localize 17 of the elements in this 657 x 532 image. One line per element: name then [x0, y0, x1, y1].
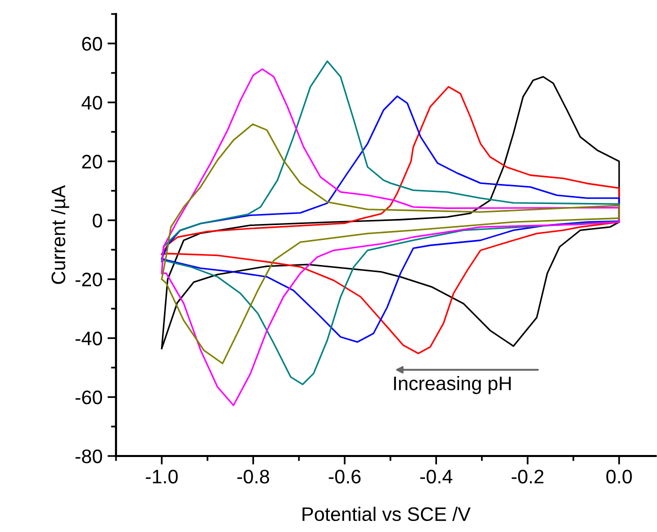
- x-tick-label: -0.6: [328, 470, 361, 484]
- x-tick-label: -0.2: [512, 470, 544, 484]
- x-axis-title: Potential vs SCE /V: [302, 506, 471, 522]
- x-tick-label: -0.4: [420, 470, 452, 484]
- y-tick-label: -20: [76, 272, 102, 286]
- y-tick-label: 0: [92, 214, 102, 228]
- y-tick-label: 60: [82, 36, 102, 51]
- x-tick-label: -1.0: [146, 470, 178, 484]
- y-tick-label: -60: [76, 390, 102, 404]
- annotation: Increasing pH: [394, 376, 511, 394]
- x-tick-label: -0.8: [237, 470, 270, 484]
- y-tick-label: 20: [82, 154, 102, 169]
- y-tick-label: 40: [82, 96, 102, 110]
- x-tick-label: 0.0: [606, 470, 632, 484]
- y-tick-label: -40: [76, 332, 102, 346]
- y-axis-title: Current /µA: [51, 185, 70, 284]
- y-tick-label: -80: [76, 449, 102, 464]
